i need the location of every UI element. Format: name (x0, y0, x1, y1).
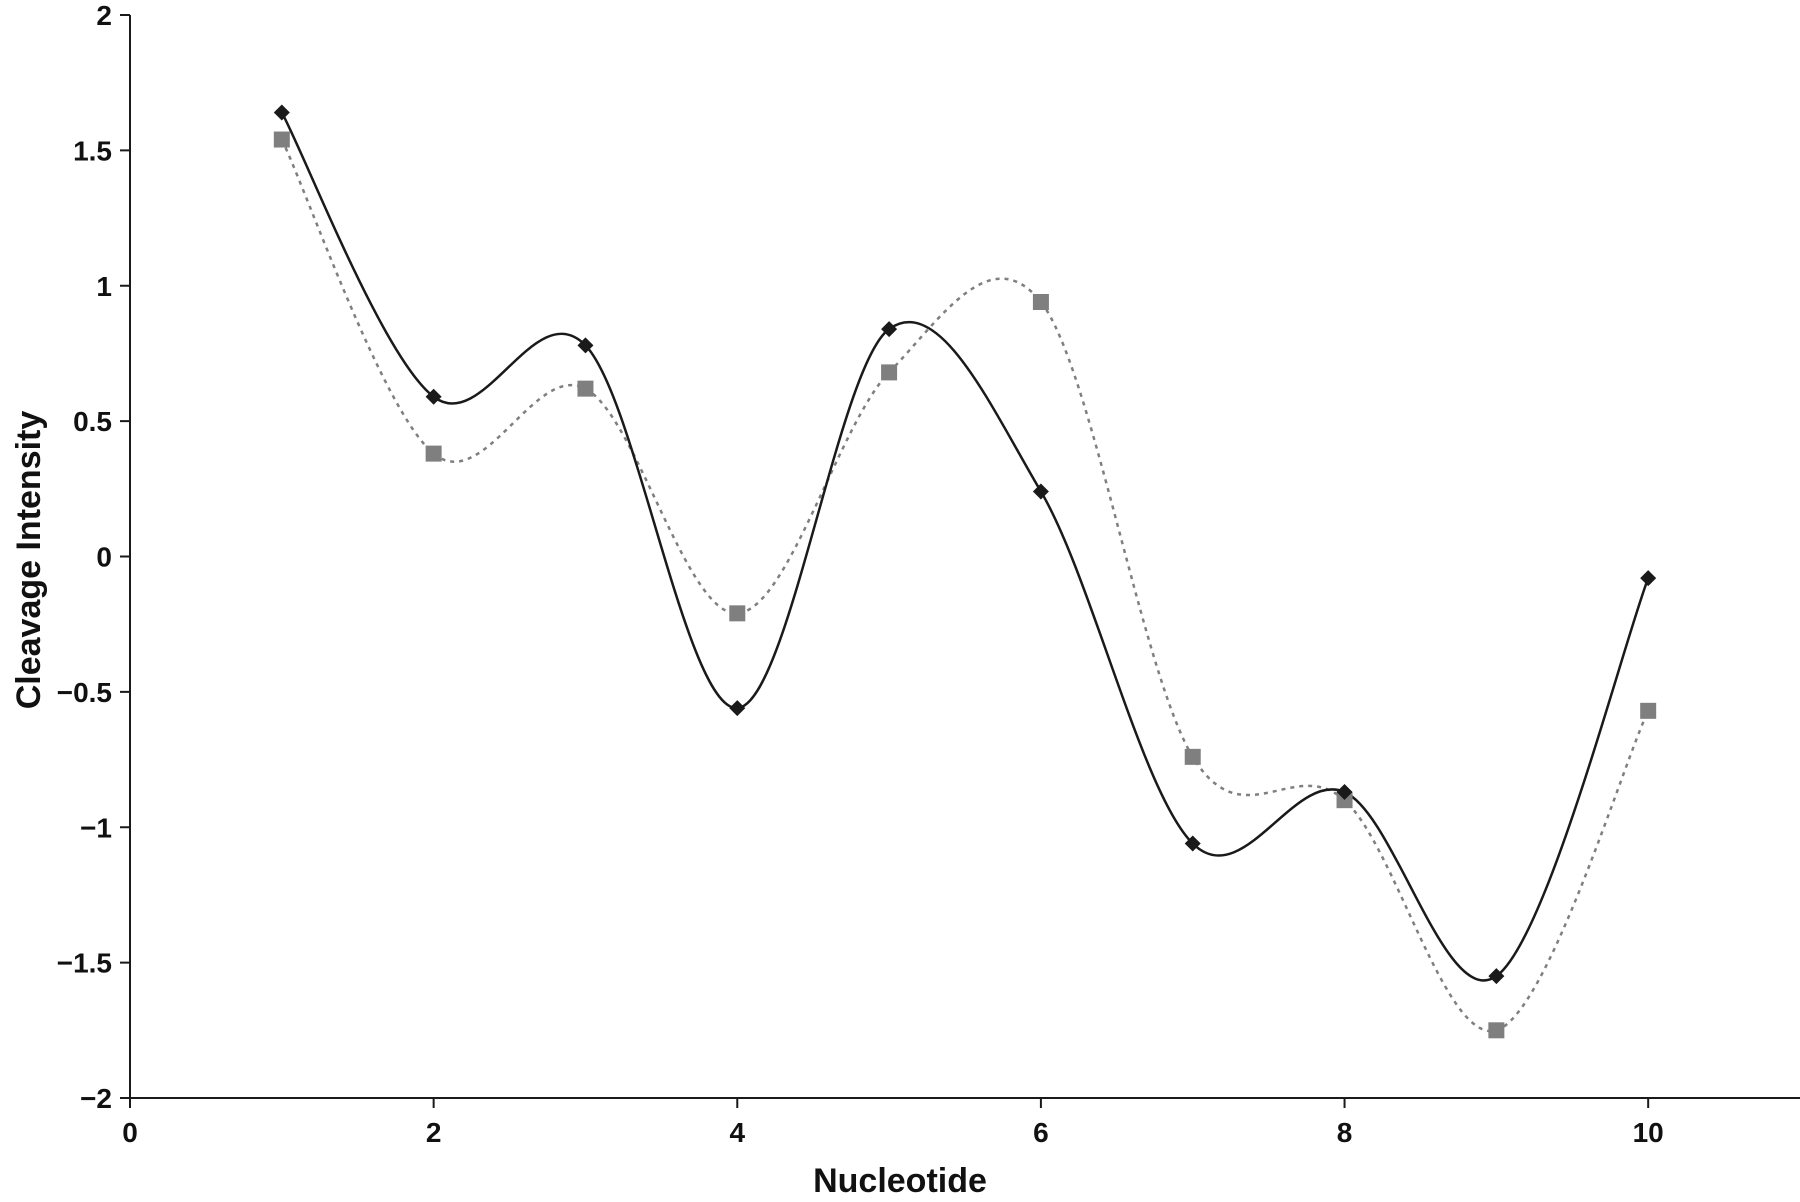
y-tick-label: −1.5 (57, 948, 112, 979)
tick-labels: 0 2 4 6 8 10 −2 −1.5 −1 −0.5 0 0.5 1 1.5 2 (57, 0, 1664, 1148)
series-2-point (577, 380, 594, 397)
x-tick-label: 2 (426, 1117, 442, 1148)
series-2-point (1336, 792, 1353, 809)
y-tick-label: 2 (96, 0, 112, 31)
series-1-line (280, 111, 1650, 982)
series-2-point (729, 605, 746, 622)
series-2-point (1032, 293, 1049, 310)
x-tick-label: 0 (122, 1117, 138, 1148)
series-1-point (1488, 968, 1505, 985)
series-2-point (881, 364, 898, 381)
series-1-point (273, 104, 290, 121)
y-tick-label: −2 (80, 1083, 112, 1114)
y-tick-label: 0.5 (73, 406, 112, 437)
series-1-point (1640, 570, 1657, 587)
y-tick-label: 0 (96, 542, 112, 573)
series-1-point (425, 388, 442, 405)
series-2-line (280, 139, 1650, 1033)
x-tick-label: 6 (1033, 1117, 1049, 1148)
x-tick-label: 4 (729, 1117, 745, 1148)
series-2-point (1184, 748, 1201, 765)
series-1-point (577, 337, 594, 354)
axes (120, 14, 1800, 1108)
series-1-point (1184, 835, 1201, 852)
series-1-point (881, 321, 898, 338)
y-tick-label: 1 (96, 271, 112, 302)
y-tick-label: 1.5 (73, 135, 112, 166)
y-axis-title: Cleavage Intensity (10, 411, 48, 710)
series-1-point (729, 700, 746, 717)
x-tick-label: 8 (1337, 1117, 1353, 1148)
x-tick-label: 10 (1633, 1117, 1664, 1148)
series-2-point (273, 131, 290, 148)
y-tick-label: −0.5 (57, 677, 112, 708)
y-tick-label: −1 (80, 812, 112, 843)
series-2-point (425, 445, 442, 462)
x-axis-title: Nucleotide (813, 1162, 987, 1200)
series-1-point (1032, 483, 1049, 500)
series-layer (280, 111, 1650, 1033)
series-2-point (1488, 1022, 1505, 1039)
series-2-point (1640, 702, 1657, 719)
marker-layer (273, 104, 1657, 1039)
series-1-point (1336, 784, 1353, 801)
